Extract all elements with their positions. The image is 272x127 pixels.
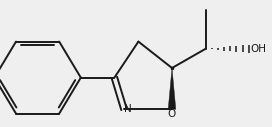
Text: O: O bbox=[168, 109, 176, 119]
Polygon shape bbox=[168, 68, 176, 109]
Text: N: N bbox=[124, 104, 132, 114]
Text: OH: OH bbox=[251, 44, 267, 54]
